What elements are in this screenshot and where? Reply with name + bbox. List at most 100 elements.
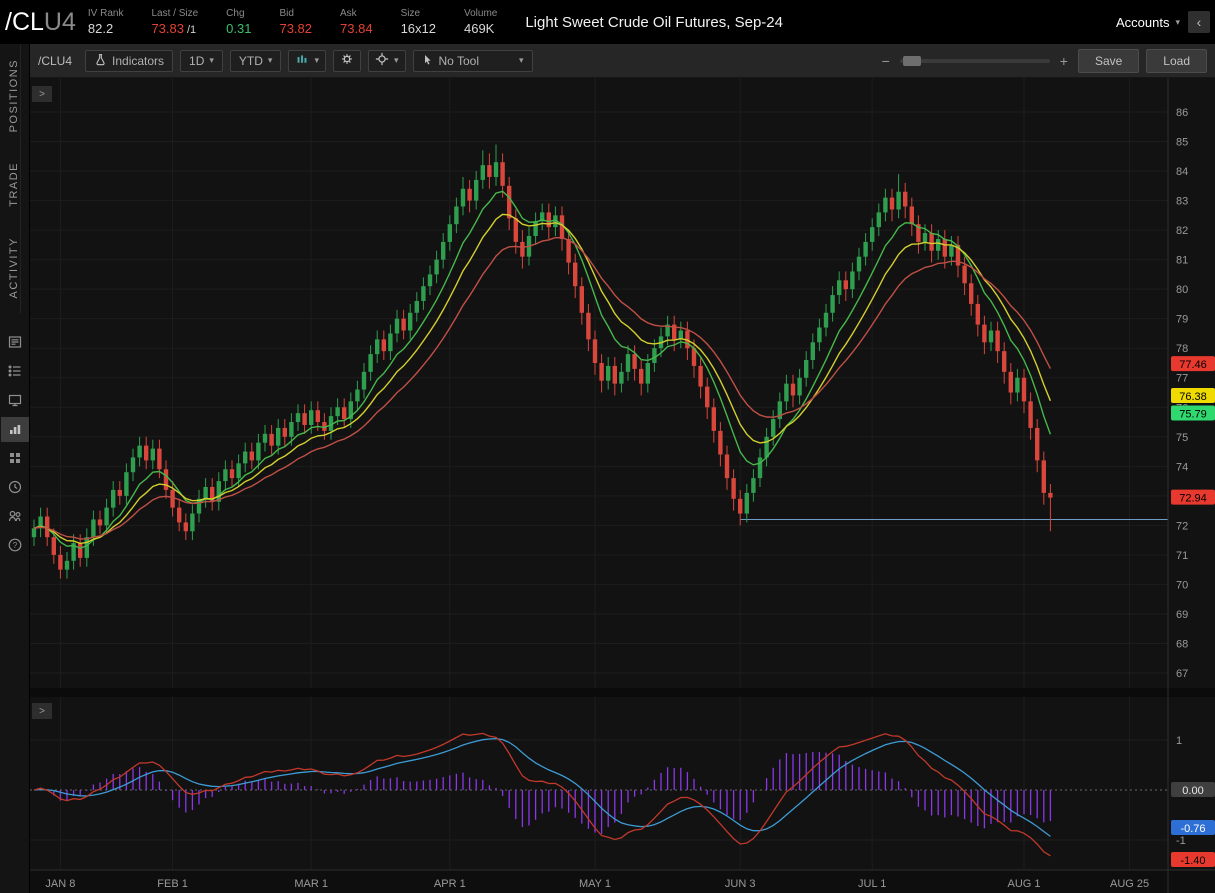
study-pane-expander[interactable]: > <box>32 703 52 719</box>
main-pane-expander[interactable]: > <box>32 86 52 102</box>
svg-text:JUL 1: JUL 1 <box>858 878 886 890</box>
quote-value-bid: 73.82 <box>279 21 313 36</box>
axis-badge: 75.79 <box>1171 405 1215 421</box>
svg-text:JUN 3: JUN 3 <box>725 878 756 890</box>
svg-text:FEB 1: FEB 1 <box>157 878 188 890</box>
watchlist-icon[interactable] <box>1 359 29 384</box>
axis-badge: 72.94 <box>1171 489 1215 505</box>
quote-label: Chg <box>226 8 245 19</box>
cursor-icon <box>422 53 434 69</box>
chart-panel: /CLU4 Indicators 1D ▾ YTD ▾ ▾ <box>30 44 1215 893</box>
price-chart[interactable]: 6768697071727374757677787980818283848586… <box>30 78 1215 893</box>
svg-text:-1.40: -1.40 <box>1180 855 1205 867</box>
history-icon[interactable] <box>1 475 29 500</box>
save-button[interactable]: Save <box>1077 48 1140 73</box>
contract-description: Light Sweet Crude Oil Futures, Sep-24 <box>525 13 783 31</box>
follow-feed-icon[interactable] <box>1 504 29 529</box>
svg-text:APR 1: APR 1 <box>434 878 466 890</box>
chevron-down-icon: ▾ <box>314 55 319 65</box>
sidebar-tab-positions[interactable]: POSITIONS <box>8 44 21 148</box>
symbol-title: /CLU4 <box>0 8 88 37</box>
news-icon[interactable] <box>1 330 29 355</box>
range-dropdown[interactable]: YTD ▾ <box>229 49 282 72</box>
axis-badge: 76.38 <box>1171 388 1215 404</box>
indicators-button[interactable]: Indicators <box>85 49 174 72</box>
chevron-down-icon: ▾ <box>393 55 399 65</box>
apps-grid-icon[interactable] <box>1 446 29 471</box>
quote-label: Size <box>400 8 421 19</box>
drawing-tool-dropdown[interactable]: No Tool ▾ <box>412 49 533 72</box>
svg-text:JAN 8: JAN 8 <box>45 878 75 890</box>
flask-icon <box>94 53 107 69</box>
range-value: YTD <box>238 53 263 68</box>
candles[interactable] <box>31 144 1053 579</box>
chart-style-dropdown[interactable]: ▾ <box>288 49 326 72</box>
chart-icon[interactable] <box>0 416 29 442</box>
quote-value-ask: 73.84 <box>340 21 373 36</box>
svg-text:80: 80 <box>1176 284 1188 296</box>
quote-value-size: 16x12 <box>400 21 436 36</box>
chart-symbol-label: /CLU4 <box>38 53 73 68</box>
accounts-dropdown[interactable]: Accounts ▾ <box>1108 9 1188 36</box>
quote-label: Volume <box>463 8 498 19</box>
svg-text:0.00: 0.00 <box>1182 785 1203 797</box>
svg-text:78: 78 <box>1176 343 1188 355</box>
quote-label: IV Rank <box>87 8 124 19</box>
chevron-down-icon: ▾ <box>267 55 273 65</box>
candlestick-style-icon <box>295 53 309 69</box>
chart-body[interactable]: 6768697071727374757677787980818283848586… <box>30 78 1215 893</box>
collapse-panel-button[interactable]: ‹ <box>1188 11 1210 33</box>
quote-value-last: 73.83 <box>151 21 184 36</box>
quote-value-chg: 0.31 <box>226 21 252 36</box>
products-icon[interactable] <box>1 388 29 413</box>
svg-text:-1: -1 <box>1176 835 1186 847</box>
quote-field-chg: Chg 0.31 <box>226 7 251 37</box>
quote-value-volume: 469K <box>463 21 495 36</box>
svg-text:AUG 25: AUG 25 <box>1110 878 1149 890</box>
svg-text:72: 72 <box>1176 520 1188 532</box>
symbol-suffix: U4 <box>43 7 76 36</box>
zoom-in-button[interactable]: + <box>1059 52 1068 69</box>
chevron-down-icon: ▾ <box>518 55 524 65</box>
svg-text:72.94: 72.94 <box>1179 493 1207 505</box>
axis-badge: 77.46 <box>1171 356 1215 372</box>
svg-text:71: 71 <box>1176 550 1188 562</box>
crosshair-dropdown[interactable]: ▾ <box>367 49 406 72</box>
sidebar-icon-rail: ? <box>0 330 29 558</box>
quote-field-bid: Bid 73.82 <box>279 7 312 37</box>
quote-label: Last / Size <box>151 8 199 19</box>
svg-text:82: 82 <box>1176 225 1188 237</box>
ema-slow-line <box>33 236 1052 540</box>
price-axis[interactable]: 6768697071727374757677787980818283848586… <box>1176 107 1188 847</box>
zoom-out-button[interactable]: − <box>881 52 890 69</box>
axis-badge: 0.00 <box>1171 782 1215 797</box>
gridlines <box>30 78 1168 870</box>
quote-label: Ask <box>340 8 357 19</box>
svg-text:77: 77 <box>1176 373 1188 385</box>
left-sidebar: POSITIONS TRADE ACTIVITY ? <box>0 44 30 893</box>
ema-fast-line <box>33 190 1052 550</box>
quote-field-last-size: Last / Size 73.83 /1 <box>151 7 198 37</box>
sidebar-tab-trade[interactable]: TRADE <box>8 147 21 223</box>
zoom-slider-handle[interactable] <box>902 55 921 66</box>
time-axis[interactable]: JAN 8 FEB 1 MAR 1 APR 1 MAY 1 JUN 3 JUL 1 AUG 1… <box>45 878 1149 890</box>
timeframe-dropdown[interactable]: 1D ▾ <box>180 49 223 72</box>
svg-text:81: 81 <box>1176 255 1188 267</box>
chart-background[interactable] <box>30 78 1215 893</box>
svg-text:68: 68 <box>1176 638 1188 650</box>
sidebar-tab-activity[interactable]: ACTIVITY <box>8 222 21 314</box>
chart-toolbar: /CLU4 Indicators 1D ▾ YTD ▾ ▾ <box>30 44 1215 78</box>
accounts-label: Accounts <box>1115 14 1170 30</box>
time-axis-strip[interactable] <box>30 870 1215 893</box>
quote-field-ask: Ask 73.84 <box>340 7 373 37</box>
quote-value-ivrank: 82.2 <box>87 21 114 36</box>
study-signal-line <box>33 737 1051 837</box>
chart-settings-button[interactable] <box>332 49 361 72</box>
svg-text:75.79: 75.79 <box>1179 408 1207 420</box>
zoom-slider[interactable] <box>899 55 1050 66</box>
pane-divider[interactable] <box>30 688 1215 697</box>
help-icon[interactable]: ? <box>1 533 29 558</box>
svg-text:MAR 1: MAR 1 <box>294 878 328 890</box>
load-button[interactable]: Load <box>1146 48 1207 73</box>
svg-text:83: 83 <box>1176 196 1188 208</box>
